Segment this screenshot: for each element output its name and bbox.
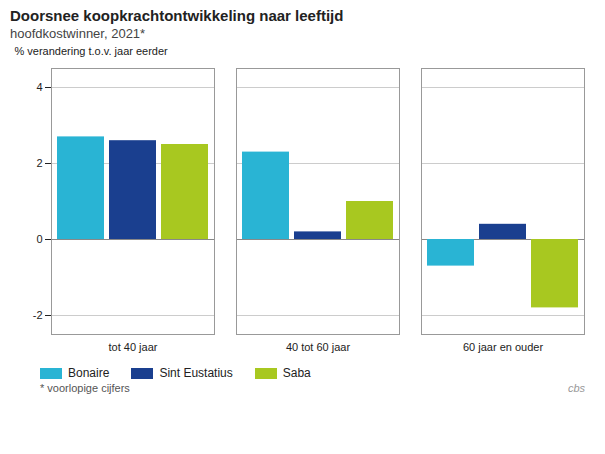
html-text:Doorsnee koopkrachtontwikkelin: Doorsnee koopkrachtontwikkeling naar lee…: [10, 7, 344, 24]
svg-text:40 tot 60 jaar: 40 tot 60 jaar: [286, 341, 351, 353]
html-text:Bonaire: Bonaire: [68, 366, 110, 380]
html-text:Saba: Saba: [282, 366, 311, 380]
svg-text:-2: -2: [33, 309, 43, 321]
svg-text:60 jaar en ouder: 60 jaar en ouder: [463, 341, 543, 353]
svg-text:tot 40 jaar: tot 40 jaar: [109, 341, 158, 353]
svg-text:4: 4: [36, 81, 42, 93]
svg-text:0: 0: [36, 233, 42, 245]
svg-text:2: 2: [36, 157, 42, 169]
svg-text:% verandering t.o.v. jaar eerd: % verandering t.o.v. jaar eerder: [15, 45, 169, 57]
html-text:cbs: cbs: [567, 382, 585, 394]
html-text:hoofdkostwinner, 2021*: hoofdkostwinner, 2021*: [10, 26, 146, 41]
html-text:* voorlopige cijfers: * voorlopige cijfers: [40, 382, 130, 394]
html-text:Sint Eustatius: Sint Eustatius: [159, 366, 233, 380]
